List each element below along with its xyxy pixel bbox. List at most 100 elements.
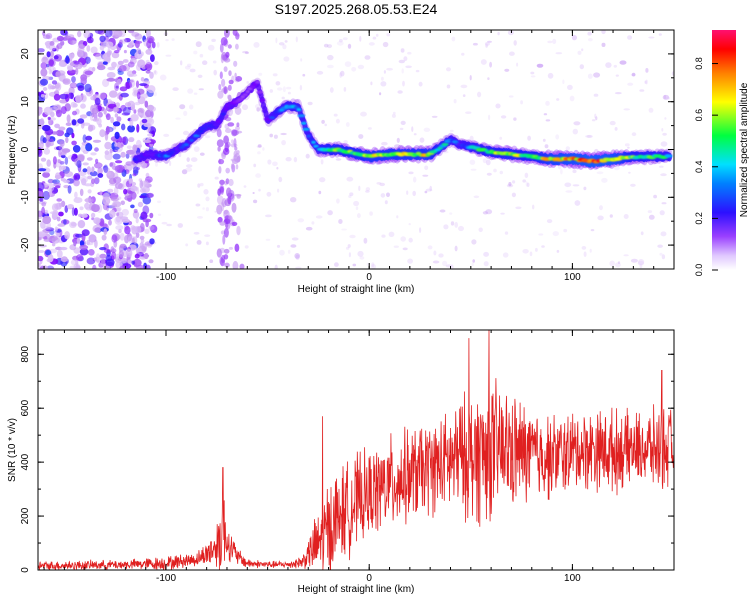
noise-blob [280, 132, 287, 136]
noise-blob [47, 254, 54, 263]
noise-blob [60, 151, 67, 155]
noise-blob [62, 78, 71, 85]
noise-blob [609, 120, 616, 126]
noise-blob [125, 161, 133, 166]
noise-blob [627, 82, 634, 86]
noise-blob [41, 202, 47, 207]
noise-blob [47, 58, 56, 67]
noise-blob [112, 125, 117, 130]
ridge-core [271, 112, 278, 116]
colorbar-gradient [712, 30, 736, 270]
noise-blob [46, 265, 55, 269]
noise-blob [104, 30, 113, 38]
noise-blob [93, 217, 101, 225]
noise-blob [139, 242, 144, 249]
noise-blob [653, 194, 657, 199]
noise-blob [265, 214, 272, 218]
noise-blob [346, 176, 354, 182]
noise-blob [55, 109, 62, 118]
noise-blob [127, 259, 133, 264]
noise-blob [471, 262, 474, 267]
noise-blob [136, 91, 141, 100]
noise-blob [185, 243, 189, 247]
noise-blob [256, 107, 261, 112]
noise-blob [605, 62, 612, 68]
noise-blob [283, 56, 290, 62]
noise-blob [38, 250, 45, 253]
noise-blob [499, 170, 503, 175]
noise-blob [485, 159, 491, 166]
noise-blob [115, 85, 119, 89]
ridge-core [256, 90, 264, 94]
noise-blob [218, 158, 225, 165]
noise-blob [381, 76, 384, 81]
noise-blob [508, 95, 514, 98]
noise-blob [53, 93, 61, 101]
noise-blob [515, 206, 522, 210]
noise-blob [513, 40, 517, 46]
noise-blob [203, 189, 209, 195]
noise-blob [527, 135, 531, 141]
noise-blob [661, 128, 664, 132]
noise-blob [77, 85, 85, 92]
noise-blob [43, 226, 51, 230]
noise-blob [113, 176, 122, 184]
noise-blob [187, 63, 192, 67]
noise-blob [199, 53, 204, 58]
noise-blob [193, 146, 200, 153]
noise-blob [394, 144, 401, 149]
noise-blob [132, 173, 137, 177]
noise-blob [104, 152, 113, 161]
noise-blob [333, 113, 338, 117]
noise-blob [56, 146, 63, 151]
noise-blob [58, 61, 67, 67]
noise-blob [127, 30, 135, 34]
noise-blob [368, 42, 375, 46]
noise-blob [218, 83, 222, 91]
ridge-core [269, 116, 276, 120]
noise-blob [54, 123, 60, 129]
noise-blob [82, 134, 87, 143]
noise-blob [282, 86, 286, 93]
noise-blob [69, 221, 77, 229]
noise-blob [623, 254, 629, 257]
noise-blob [145, 70, 151, 74]
noise-blob [443, 224, 449, 230]
noise-blob [489, 61, 492, 68]
noise-blob [63, 179, 70, 184]
noise-blob [228, 70, 232, 77]
noise-blob [419, 137, 425, 143]
noise-blob [502, 252, 509, 258]
noise-blob [587, 73, 593, 79]
noise-blob [159, 74, 167, 81]
noise-blob [73, 207, 78, 216]
noise-blob [139, 83, 148, 87]
noise-blob [217, 146, 221, 152]
noise-blob [58, 202, 63, 208]
noise-blob [193, 92, 198, 95]
noise-blob [236, 225, 241, 236]
noise-blob [133, 236, 138, 245]
noise-blob [135, 80, 140, 88]
noise-blob [662, 94, 670, 100]
noise-blob [513, 117, 517, 121]
snr-ticks: -100 0 100 0 200 400 600 800 [20, 330, 675, 584]
noise-blob [65, 136, 69, 144]
noise-blob [639, 263, 643, 269]
noise-blob [560, 168, 563, 175]
noise-blob [161, 221, 168, 225]
noise-blob [187, 88, 194, 94]
noise-blob [287, 249, 291, 254]
noise-blob [42, 215, 52, 225]
ridge-core [170, 150, 175, 154]
noise-blob [624, 143, 630, 147]
noise-blob [52, 179, 60, 185]
noise-blob [363, 237, 368, 244]
noise-blob [465, 111, 472, 114]
noise-blob [165, 54, 172, 57]
noise-blob [619, 60, 627, 65]
noise-blob [64, 56, 71, 64]
noise-blob [49, 41, 55, 46]
noise-blob [147, 133, 153, 137]
noise-blob [147, 85, 156, 94]
